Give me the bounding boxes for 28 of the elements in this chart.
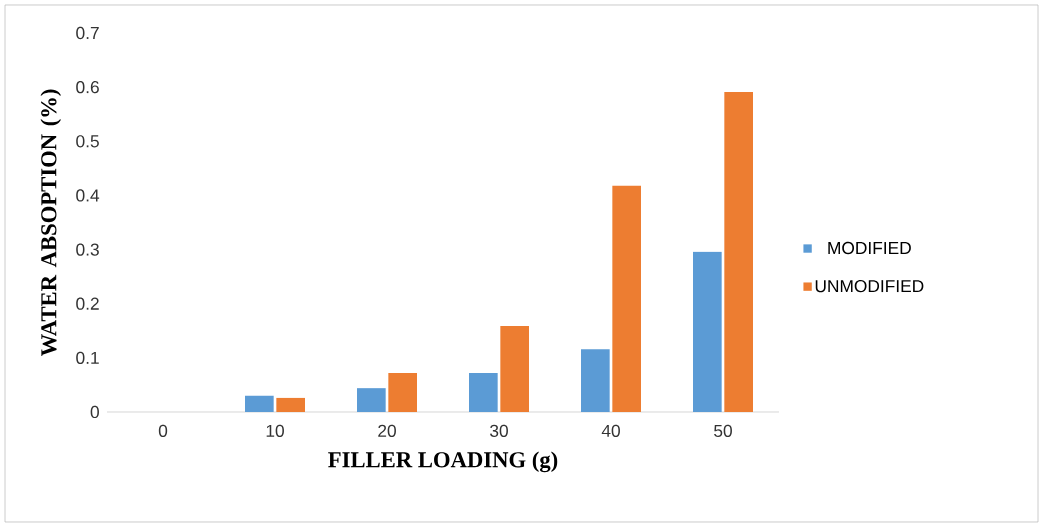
y-tick-label: 0.2 bbox=[76, 297, 99, 310]
bar bbox=[469, 373, 498, 412]
x-tick-label: 0 bbox=[158, 424, 168, 437]
y-axis-title: WATER ABSOPTION (%) bbox=[40, 89, 62, 357]
y-tick-label: 0.3 bbox=[76, 243, 99, 256]
y-tick-label: 0.1 bbox=[76, 351, 99, 364]
y-tick-label: 0 bbox=[90, 405, 99, 419]
bar bbox=[388, 373, 417, 412]
y-tick-label: 0.4 bbox=[76, 189, 100, 202]
x-tick-label: 30 bbox=[490, 424, 508, 437]
x-tick-label: 10 bbox=[266, 424, 284, 437]
bar bbox=[581, 349, 610, 412]
legend-label: UNMODIFIED bbox=[815, 279, 924, 293]
y-tick-label: 0.6 bbox=[76, 80, 99, 94]
x-axis-title: FILLER LOADING (g) bbox=[328, 451, 558, 473]
bar bbox=[612, 185, 641, 412]
legend-label: MODIFIED bbox=[828, 241, 911, 255]
bar bbox=[693, 251, 722, 412]
bar bbox=[276, 397, 306, 412]
bar bbox=[245, 395, 274, 412]
y-tick-label: 0.7 bbox=[76, 26, 99, 40]
y-tick-label: 0.5 bbox=[76, 135, 99, 148]
x-tick-label: 50 bbox=[714, 424, 732, 437]
x-tick-label: 20 bbox=[378, 424, 396, 437]
bar bbox=[500, 325, 529, 412]
x-tick-label: 40 bbox=[601, 424, 620, 437]
bar bbox=[357, 388, 386, 412]
bar bbox=[724, 92, 753, 412]
